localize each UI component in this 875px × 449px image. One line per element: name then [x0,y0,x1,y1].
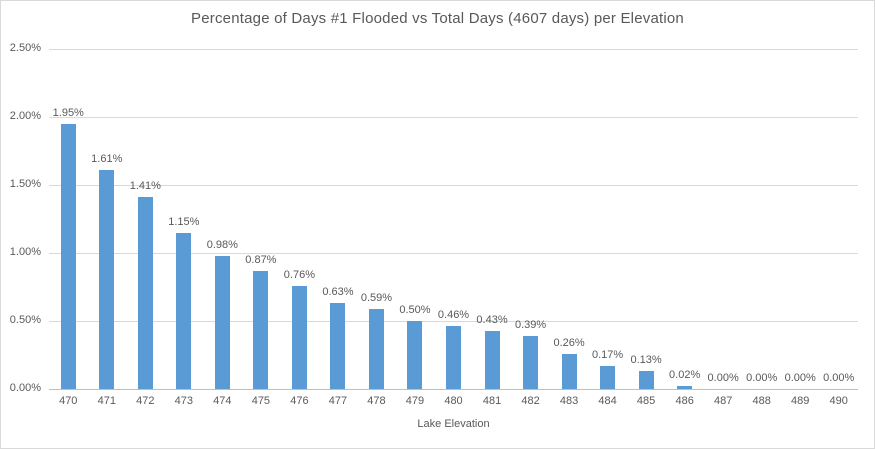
x-axis-tick-label: 490 [829,395,848,407]
x-axis-tick-label: 477 [328,395,348,407]
bar[interactable] [253,271,268,389]
bar-value-label: 1.61% [91,153,123,165]
x-axis-tick-label: 479 [405,395,425,407]
x-axis-tick-label: 488 [752,395,771,407]
x-axis-tick-label: 483 [559,395,579,407]
bar[interactable] [523,336,538,389]
bar-value-label: 0.00% [707,372,739,384]
bar-value-label: 0.00% [784,372,816,384]
bar-value-label: 0.17% [591,349,624,361]
x-axis-tick-label: 476 [290,395,309,407]
y-axis-tick-label: 0.00% [9,382,41,394]
bar[interactable] [446,326,461,389]
bar-value-label: 0.59% [360,292,393,304]
gridline [49,253,858,254]
chart-title: Percentage of Days #1 Flooded vs Total D… [191,10,684,27]
bar[interactable] [407,321,422,389]
bar-value-label: 0.26% [553,337,585,349]
bar[interactable] [369,309,384,389]
bar[interactable] [677,386,692,389]
x-axis-tick-label: 487 [713,395,733,407]
bar-value-label: 0.87% [245,254,277,266]
gridline [49,49,858,50]
y-axis-tick-label: 0.50% [9,314,41,326]
x-axis-tick-label: 489 [791,395,810,407]
bar[interactable] [639,371,654,389]
y-axis-tick-label: 2.50% [9,42,41,54]
bar-value-label: 0.63% [322,286,354,298]
bar-value-label: 0.50% [399,304,431,316]
bar[interactable] [138,197,153,389]
bar[interactable] [292,286,307,389]
x-axis-tick-label: 471 [97,395,116,407]
bar[interactable] [600,366,615,389]
bar-value-label: 0.39% [514,319,547,331]
x-axis-tick-label: 484 [598,395,617,407]
gridline [49,321,858,322]
x-axis-tick-label: 480 [444,395,463,407]
bar[interactable] [330,303,345,389]
y-axis-tick-label: 2.00% [9,110,41,122]
bar-value-label: 0.43% [476,314,508,326]
gridline [49,185,858,186]
y-axis-tick-label: 1.00% [9,246,41,258]
bar-value-label: 0.00% [823,372,855,384]
bar-value-label: 0.76% [283,269,315,281]
bar[interactable] [61,124,76,389]
x-axis-tick-label: 473 [174,395,194,407]
gridline [49,117,858,118]
bar[interactable] [99,170,114,389]
x-axis-tick-label: 482 [521,395,540,407]
bar[interactable] [562,354,577,389]
bar[interactable] [485,331,500,389]
bar-value-label: 0.46% [437,309,470,321]
x-axis-title: Lake Elevation [417,418,490,430]
x-axis-tick-label: 481 [482,395,502,407]
plot-area[interactable] [49,49,858,390]
bar-value-label: 1.95% [52,107,84,119]
y-axis-tick-label: 1.50% [9,178,41,190]
x-axis-tick-label: 474 [213,395,232,407]
bar-value-label: 0.00% [746,372,778,384]
x-axis-tick-label: 486 [675,395,694,407]
bar-value-label: 0.02% [669,369,701,381]
x-axis-tick-label: 472 [136,395,155,407]
bar-value-label: 1.15% [168,216,200,228]
x-axis-tick-label: 485 [636,395,656,407]
x-axis-tick-label: 470 [59,395,78,407]
bar-value-label: 1.41% [129,180,161,192]
bar[interactable] [215,256,230,389]
bar-value-label: 0.98% [206,239,238,251]
x-axis-tick-label: 478 [367,395,386,407]
x-axis-tick-label: 475 [251,395,271,407]
bar[interactable] [176,233,191,389]
bar-value-label: 0.13% [630,354,662,366]
